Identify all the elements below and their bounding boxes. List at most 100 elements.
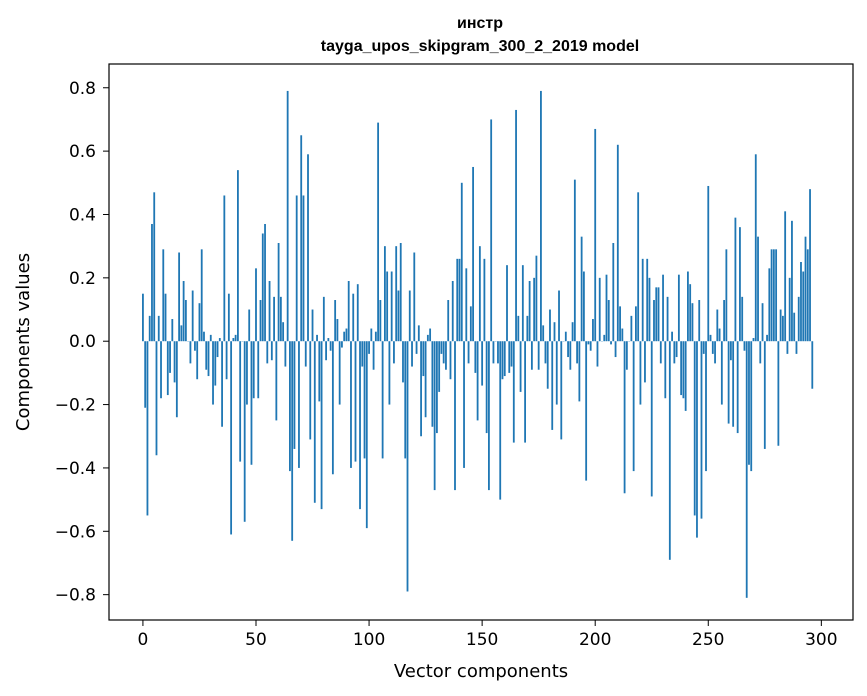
bar-component-262	[734, 217, 737, 342]
bar-component-48	[250, 341, 253, 465]
bar-component-206	[607, 300, 610, 342]
bar-component-61	[279, 296, 282, 342]
bar-component-91	[347, 281, 350, 342]
bar-component-131	[438, 341, 441, 392]
bar-component-125	[424, 341, 427, 418]
bar-component-15	[175, 341, 178, 418]
bar-component-49	[252, 341, 255, 399]
bar-component-295	[809, 189, 811, 342]
bar-component-146	[472, 166, 474, 342]
bar-component-228	[657, 287, 660, 342]
bar-component-188	[567, 341, 569, 358]
bar-component-136	[449, 341, 452, 380]
bar-component-60	[277, 243, 280, 342]
bar-component-289	[795, 341, 798, 354]
bar-component-240	[684, 341, 687, 411]
bar-component-208	[612, 243, 615, 342]
bar-component-98	[363, 341, 366, 459]
bar-component-21	[189, 341, 192, 364]
bar-component-119	[411, 341, 413, 367]
bar-component-32	[214, 341, 217, 386]
bar-component-212	[621, 328, 624, 342]
bar-component-254	[716, 309, 719, 342]
bar-component-22	[191, 290, 194, 342]
bar-component-169	[524, 341, 526, 443]
bar-component-204	[603, 334, 606, 342]
bar-component-26	[200, 249, 203, 342]
bar-component-18	[182, 281, 185, 342]
bar-component-150	[481, 341, 484, 386]
bar-component-277	[768, 268, 771, 342]
bar-component-190	[571, 322, 574, 342]
bar-component-92	[350, 341, 352, 468]
bar-component-184	[558, 290, 560, 342]
bar-component-282	[779, 309, 782, 342]
bar-component-290	[797, 296, 800, 342]
bar-component-5	[153, 192, 156, 342]
bar-component-14	[173, 341, 176, 383]
bar-component-198	[589, 341, 592, 351]
bar-component-77	[316, 334, 318, 342]
bar-component-170	[526, 315, 529, 342]
bar-component-189	[569, 341, 572, 370]
bar-component-280	[775, 249, 778, 342]
bar-component-247	[700, 341, 703, 519]
bar-component-237	[677, 274, 680, 342]
bar-component-31	[212, 341, 214, 405]
bar-component-37	[225, 341, 228, 380]
bar-component-138	[454, 341, 456, 491]
bar-component-226	[653, 300, 655, 342]
bar-component-51	[257, 341, 260, 399]
bar-component-71	[302, 195, 305, 342]
bar-component-8	[160, 341, 162, 399]
bar-component-132	[440, 341, 443, 354]
bar-component-176	[540, 90, 542, 342]
bar-component-86	[336, 319, 339, 342]
bar-component-270	[752, 338, 755, 342]
bar-component-39	[230, 341, 233, 535]
x-tick-label-50: 50	[245, 630, 267, 650]
bar-component-253	[714, 341, 716, 364]
bar-component-143	[465, 268, 468, 342]
bar-component-80	[322, 296, 325, 342]
bar-component-118	[408, 290, 411, 342]
bar-component-183	[555, 341, 558, 405]
bar-component-283	[781, 315, 784, 342]
bar-component-47	[248, 309, 251, 342]
bar-component-241	[687, 271, 689, 342]
bar-component-7	[157, 315, 160, 342]
bar-component-211	[619, 306, 621, 342]
bar-component-248	[702, 341, 705, 354]
bar-component-13	[171, 319, 174, 342]
bar-component-27	[203, 331, 205, 342]
bar-component-151	[483, 258, 486, 342]
bar-component-235	[673, 341, 676, 364]
bar-component-41	[234, 334, 237, 342]
bar-component-157	[497, 341, 499, 364]
bar-component-104	[377, 122, 380, 342]
bar-component-193	[578, 341, 581, 402]
bar-component-135	[447, 300, 450, 342]
bar-component-45	[243, 341, 246, 522]
bar-component-114	[399, 243, 402, 342]
bar-component-82	[327, 338, 330, 342]
bar-component-194	[580, 236, 583, 342]
bar-component-127	[429, 328, 432, 342]
bar-component-173	[533, 277, 536, 342]
bar-component-145	[469, 306, 472, 342]
bar-component-134	[445, 341, 447, 370]
bar-component-219	[637, 192, 640, 342]
y-tick-label-0: −0.8	[55, 586, 96, 606]
bar-component-16	[178, 252, 181, 342]
bar-component-207	[610, 341, 612, 345]
bar-component-223	[646, 258, 649, 342]
bar-component-34	[218, 338, 221, 342]
bar-component-144	[467, 341, 470, 364]
bar-component-159	[501, 341, 504, 380]
bar-component-257	[723, 300, 726, 342]
bar-component-9	[162, 249, 165, 342]
bar-component-58	[273, 296, 275, 342]
bar-component-271	[754, 154, 757, 342]
bar-component-209	[614, 341, 617, 358]
bar-component-167	[519, 341, 522, 392]
